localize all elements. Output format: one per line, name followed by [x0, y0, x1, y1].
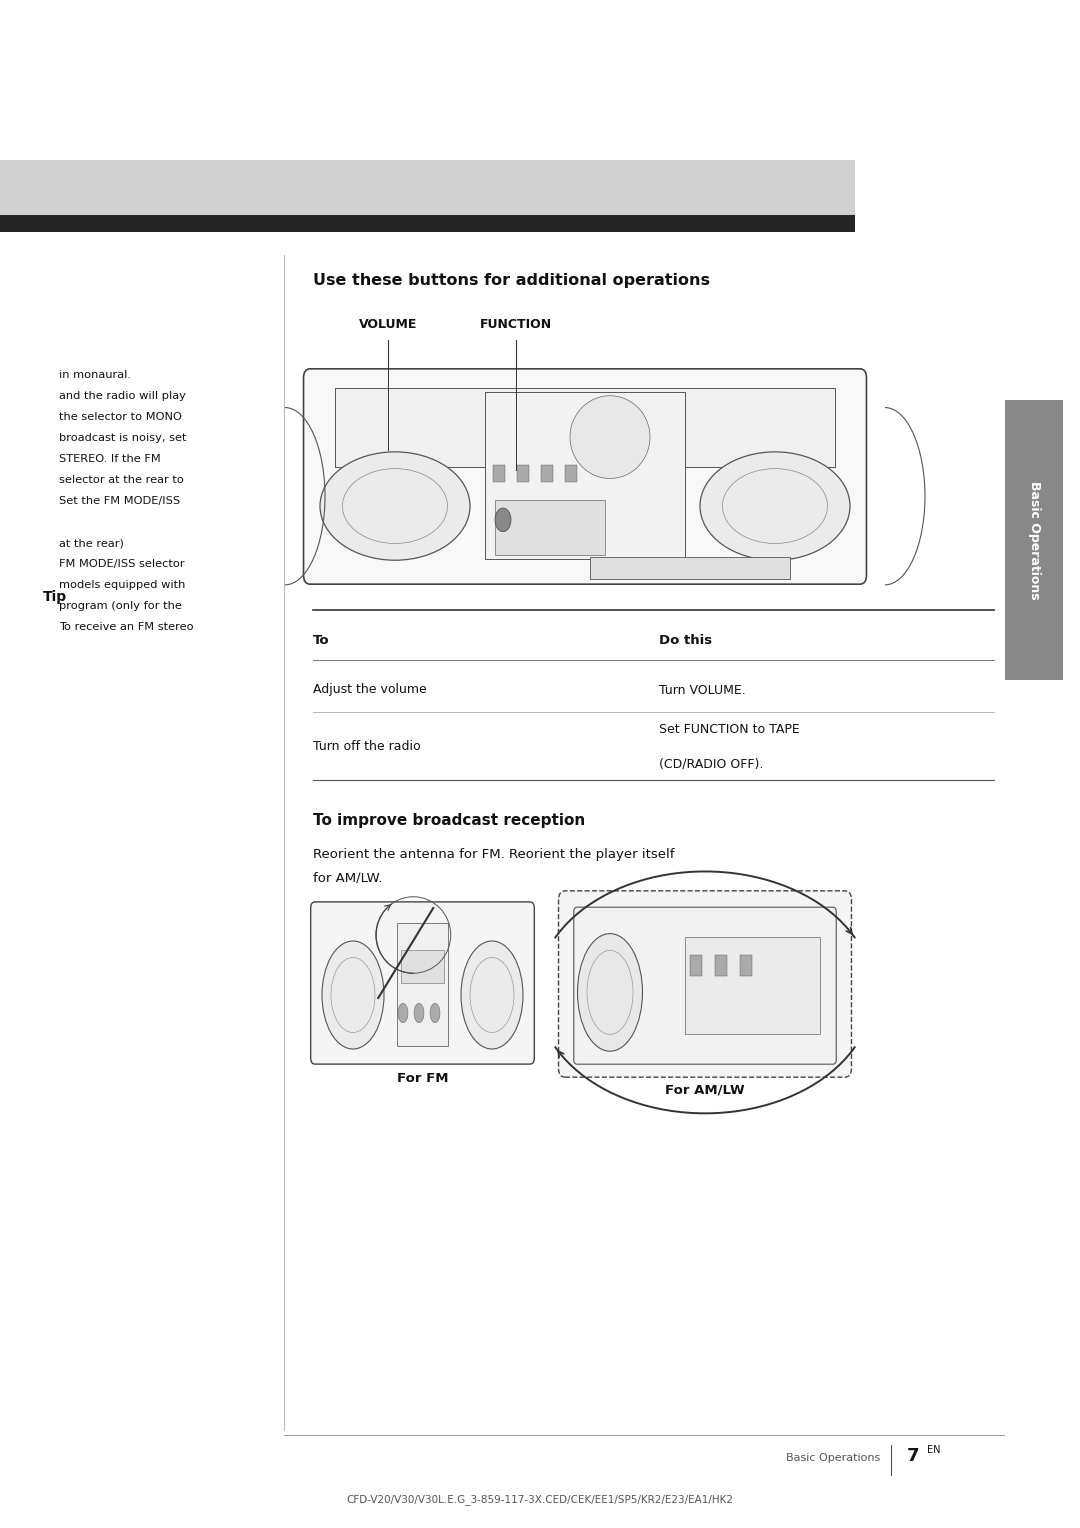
Text: For FM: For FM — [396, 1071, 448, 1085]
Text: STEREO. If the FM: STEREO. If the FM — [59, 454, 161, 465]
Text: selector at the rear to: selector at the rear to — [59, 475, 185, 484]
Text: VOLUME: VOLUME — [359, 318, 417, 332]
FancyBboxPatch shape — [558, 891, 851, 1077]
Text: CFD-V20/V30/V30L.E.G_3-859-117-3X.CED/CEK/EE1/SP5/KR2/E23/EA1/HK2: CFD-V20/V30/V30L.E.G_3-859-117-3X.CED/CE… — [347, 1494, 733, 1505]
Bar — [740, 955, 752, 975]
Bar — [401, 950, 444, 983]
Text: For AM/LW: For AM/LW — [665, 1083, 745, 1097]
Text: Use these buttons for additional operations: Use these buttons for additional operati… — [313, 272, 711, 287]
Text: Turn off the radio: Turn off the radio — [313, 741, 421, 753]
Bar — [1005, 400, 1063, 680]
Text: EN: EN — [927, 1445, 940, 1455]
Bar — [492, 465, 505, 483]
Ellipse shape — [570, 396, 650, 478]
Bar — [541, 465, 553, 483]
Text: Set FUNCTION to TAPE: Set FUNCTION to TAPE — [659, 723, 799, 736]
Text: Set the FM MODE/ISS: Set the FM MODE/ISS — [59, 497, 180, 506]
Text: To: To — [313, 634, 329, 646]
Text: FM MODE/ISS selector: FM MODE/ISS selector — [59, 559, 185, 568]
Bar — [495, 500, 605, 555]
Text: To improve broadcast reception: To improve broadcast reception — [313, 813, 585, 828]
Text: Tip: Tip — [43, 590, 67, 604]
Text: at the rear): at the rear) — [59, 538, 124, 549]
Text: To receive an FM stereo: To receive an FM stereo — [59, 622, 194, 633]
Text: Reorient the antenna for FM. Reorient the player itself: Reorient the antenna for FM. Reorient th… — [313, 848, 675, 862]
Text: (CD∕RADIO OFF).: (CD∕RADIO OFF). — [659, 758, 764, 772]
Text: Adjust the volume: Adjust the volume — [313, 683, 427, 697]
Ellipse shape — [322, 941, 384, 1050]
Bar — [565, 465, 577, 483]
Text: Do this: Do this — [659, 634, 712, 646]
Text: 7: 7 — [907, 1447, 920, 1465]
Bar — [0, 160, 855, 215]
Ellipse shape — [495, 507, 511, 532]
Bar — [335, 388, 835, 466]
FancyBboxPatch shape — [303, 368, 866, 584]
Bar — [690, 955, 702, 975]
Text: Turn VOLUME.: Turn VOLUME. — [659, 683, 745, 697]
Text: FUNCTION: FUNCTION — [480, 318, 552, 332]
Text: Basic Operations: Basic Operations — [1027, 481, 1040, 599]
Bar — [715, 955, 727, 975]
Ellipse shape — [430, 1004, 440, 1022]
Text: models equipped with: models equipped with — [59, 581, 186, 590]
Text: and the radio will play: and the radio will play — [59, 391, 186, 400]
Ellipse shape — [320, 452, 470, 561]
Bar — [397, 923, 448, 1047]
Bar — [517, 465, 529, 483]
Text: Basic Operations: Basic Operations — [786, 1453, 880, 1462]
Text: program (only for the: program (only for the — [59, 601, 183, 611]
Text: in monaural.: in monaural. — [59, 370, 132, 380]
Bar — [685, 937, 820, 1034]
Ellipse shape — [578, 934, 643, 1051]
Ellipse shape — [700, 452, 850, 561]
Bar — [485, 391, 685, 559]
Ellipse shape — [461, 941, 523, 1050]
Bar — [590, 558, 789, 579]
Text: for AM∕LW.: for AM∕LW. — [313, 871, 382, 885]
Ellipse shape — [414, 1004, 424, 1022]
FancyBboxPatch shape — [311, 902, 535, 1063]
FancyBboxPatch shape — [573, 908, 836, 1063]
Bar — [0, 215, 855, 232]
Text: the selector to MONO: the selector to MONO — [59, 413, 183, 422]
Ellipse shape — [399, 1004, 408, 1022]
Text: broadcast is noisy, set: broadcast is noisy, set — [59, 432, 187, 443]
